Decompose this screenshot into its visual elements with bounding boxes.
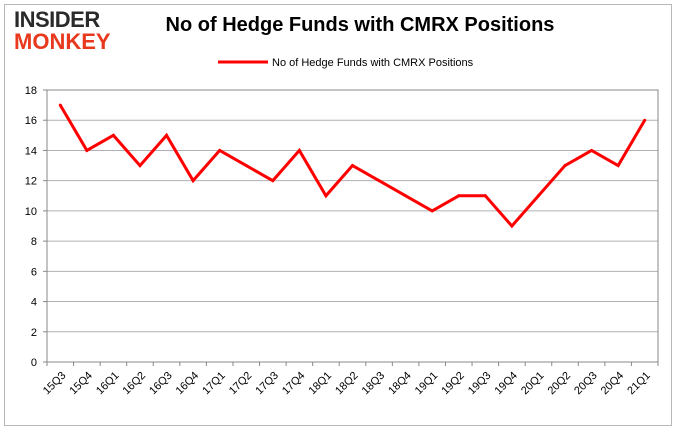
x-tick-label: 16Q1 xyxy=(94,370,122,398)
data-point xyxy=(483,194,487,198)
data-point xyxy=(457,194,461,198)
x-tick-label: 17Q3 xyxy=(253,370,281,398)
x-tick-label: 16Q4 xyxy=(174,370,202,398)
data-point xyxy=(165,133,169,137)
insider-monkey-logo: INSIDER MONKEY xyxy=(14,9,126,55)
x-tick-label: 19Q4 xyxy=(492,370,520,398)
y-tick-label: 6 xyxy=(31,266,37,278)
x-tick-label: 20Q4 xyxy=(599,370,627,398)
logo-line-2: MONKEY xyxy=(14,29,111,54)
data-point xyxy=(536,194,540,198)
y-tick-label: 2 xyxy=(31,327,37,339)
x-tick-label: 18Q2 xyxy=(333,370,361,398)
y-tick-label: 12 xyxy=(25,176,37,188)
x-tick-label: 20Q3 xyxy=(572,370,600,398)
x-tick-label: 19Q1 xyxy=(413,370,441,398)
x-tick-label: 18Q3 xyxy=(360,370,388,398)
data-point xyxy=(643,118,647,122)
data-point xyxy=(85,148,89,152)
data-point xyxy=(324,194,328,198)
data-point xyxy=(430,209,434,213)
y-tick-label: 14 xyxy=(25,145,37,157)
x-tick-label: 17Q1 xyxy=(200,370,228,398)
x-tick-label: 19Q2 xyxy=(439,370,467,398)
chart-frame xyxy=(4,4,672,426)
x-tick-label: 18Q4 xyxy=(386,370,414,398)
data-point xyxy=(191,179,195,183)
data-point xyxy=(404,194,408,198)
x-tick-label: 20Q2 xyxy=(546,370,574,398)
data-point xyxy=(377,179,381,183)
x-tick-label: 20Q1 xyxy=(519,370,547,398)
y-tick-label: 10 xyxy=(25,206,37,218)
x-tick-label: 16Q3 xyxy=(147,370,175,398)
y-tick-label: 16 xyxy=(25,115,37,127)
data-point xyxy=(616,164,620,168)
data-point xyxy=(590,148,594,152)
x-tick-label: 17Q4 xyxy=(280,370,308,398)
y-tick-label: 4 xyxy=(31,297,37,309)
legend-label: No of Hedge Funds with CMRX Positions xyxy=(272,57,474,69)
data-point xyxy=(111,133,115,137)
y-tick-label: 8 xyxy=(31,236,37,248)
chart-title: No of Hedge Funds with CMRX Positions xyxy=(165,14,555,36)
data-point xyxy=(218,148,222,152)
gridlines xyxy=(47,89,658,363)
plot-area-border xyxy=(46,89,659,363)
axes xyxy=(46,89,659,363)
y-axis-ticks: 0 2 4 6 8 10 12 14 16 18 xyxy=(25,85,47,369)
data-point xyxy=(58,103,62,107)
data-point xyxy=(271,179,275,183)
y-tick-label: 18 xyxy=(25,85,37,97)
x-tick-label: 21Q1 xyxy=(625,370,653,398)
data-point xyxy=(138,164,142,168)
series-group xyxy=(58,103,647,229)
data-point xyxy=(351,164,354,168)
x-tick-label: 15Q4 xyxy=(67,370,95,398)
legend: No of Hedge Funds with CMRX Positions xyxy=(218,57,474,69)
x-tick-label: 19Q3 xyxy=(466,370,494,398)
x-axis-ticks: 15Q3 15Q4 16Q1 16Q2 16Q3 16Q4 17Q1 17Q2 17Q3 17Q4… xyxy=(41,362,659,398)
data-point xyxy=(510,224,514,228)
data-point xyxy=(297,148,301,152)
x-tick-label: 18Q1 xyxy=(307,370,335,398)
x-tick-label: 17Q2 xyxy=(227,370,255,398)
logo-line-1: INSIDER xyxy=(14,7,100,32)
data-point xyxy=(244,164,248,168)
y-tick-label: 0 xyxy=(31,357,37,369)
data-point xyxy=(563,164,567,168)
x-tick-label: 15Q3 xyxy=(41,370,69,398)
x-tick-label: 16Q2 xyxy=(121,370,149,398)
